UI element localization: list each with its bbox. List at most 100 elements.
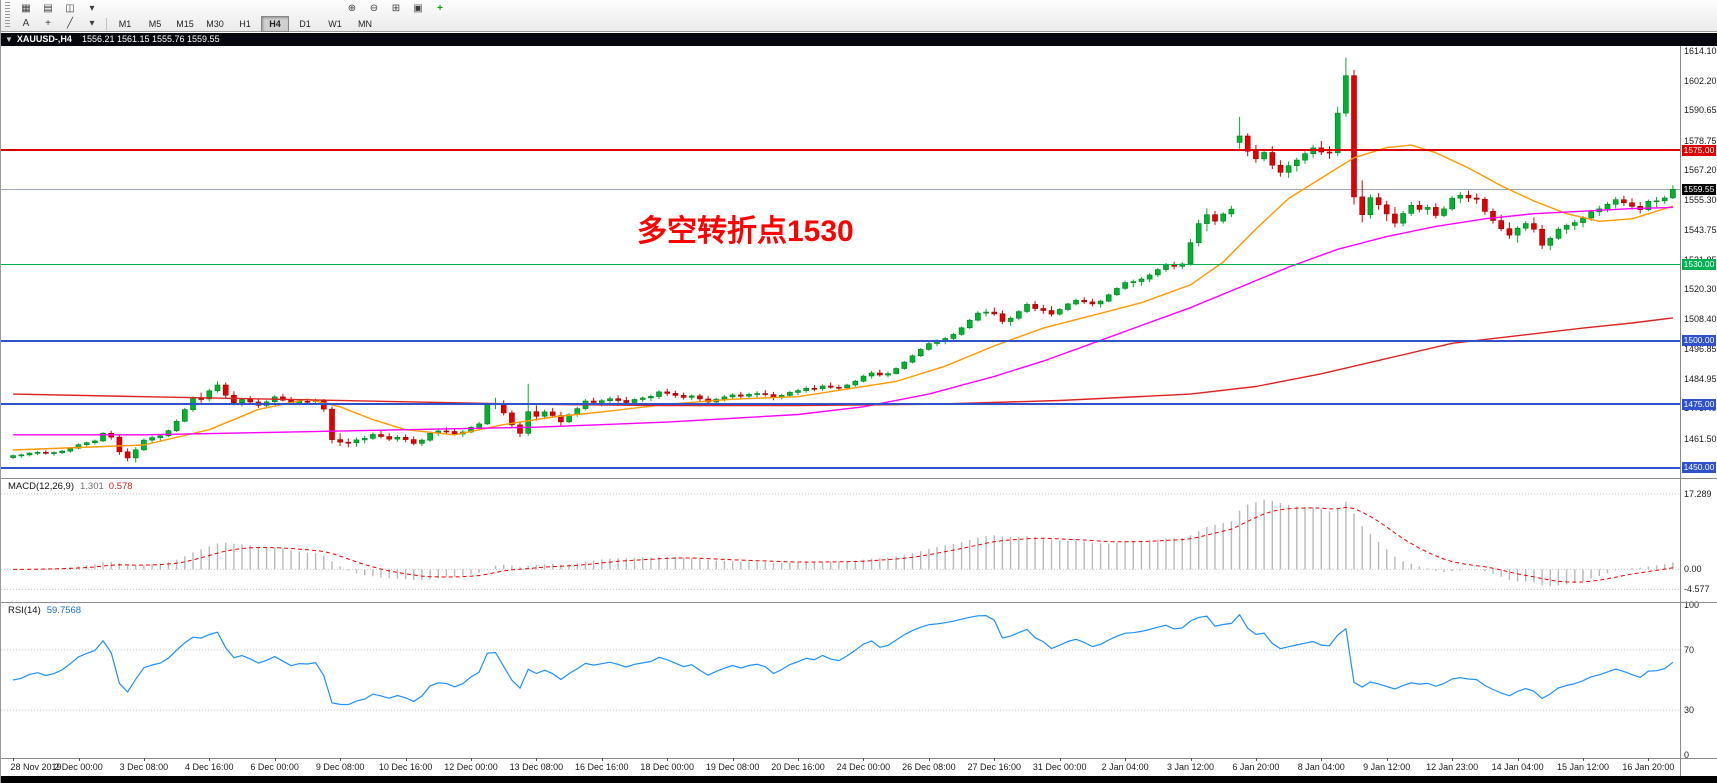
candle bbox=[656, 391, 662, 397]
candle bbox=[280, 396, 286, 401]
candle bbox=[1204, 214, 1210, 224]
level-badge-1575.00: 1575.00 bbox=[1682, 144, 1716, 156]
candle bbox=[51, 452, 57, 454]
rsi-value: 59.7568 bbox=[46, 605, 82, 616]
candle bbox=[149, 437, 155, 441]
time-axis-label: 13 Dec 08:00 bbox=[509, 762, 564, 772]
hline-1500.00[interactable] bbox=[1, 339, 1680, 342]
timeframe-m1-button[interactable]: M1 bbox=[118, 18, 132, 29]
candle bbox=[1514, 227, 1521, 236]
ma-slow-line[interactable] bbox=[13, 317, 1673, 407]
candle bbox=[1032, 304, 1038, 309]
macd-rsi-separator[interactable] bbox=[1, 602, 1717, 603]
timeframe-m15-button[interactable]: M15 bbox=[176, 18, 194, 29]
price-macd-separator[interactable] bbox=[1, 478, 1717, 479]
chart-annotation[interactable]: 多空转折点1530 bbox=[637, 215, 854, 248]
candle bbox=[42, 451, 49, 454]
chart-profiles-icon[interactable]: ▤ bbox=[43, 2, 53, 14]
charts-dropdown-icon[interactable]: ▾ bbox=[89, 2, 95, 14]
candle bbox=[926, 343, 932, 350]
crosshair-button[interactable]: + bbox=[45, 17, 51, 29]
zoom-in-icon[interactable]: ⊕ bbox=[347, 2, 357, 14]
candle bbox=[1097, 300, 1104, 305]
candle bbox=[10, 455, 16, 458]
time-axis-label: 28 Nov 2019 bbox=[10, 762, 62, 772]
candle bbox=[1661, 197, 1668, 202]
candle bbox=[1490, 211, 1496, 221]
candle bbox=[1326, 151, 1333, 154]
price-pane[interactable] bbox=[1, 46, 1680, 478]
candle bbox=[1539, 228, 1545, 246]
timeframe-h4-button[interactable]: H4 bbox=[261, 15, 289, 32]
candle bbox=[1351, 75, 1357, 198]
hline-1530.00[interactable] bbox=[1, 263, 1680, 266]
candle bbox=[239, 399, 245, 404]
candle bbox=[917, 349, 924, 357]
candle bbox=[1465, 194, 1472, 199]
time-axis-tick bbox=[1583, 758, 1584, 761]
time-axis-tick bbox=[1648, 758, 1650, 761]
time-axis-label: 16 Jan 20:00 bbox=[1622, 762, 1675, 772]
candle bbox=[1015, 311, 1022, 319]
candle bbox=[664, 391, 671, 394]
candle bbox=[1473, 197, 1480, 200]
candle bbox=[1457, 194, 1464, 199]
candle bbox=[729, 394, 736, 398]
chart-titlebar[interactable]: ▼ XAUUSD-,H4 1556.21 1561.15 1555.76 1559.… bbox=[1, 33, 1717, 46]
macd-pane[interactable] bbox=[1, 479, 1680, 602]
candle bbox=[1400, 213, 1406, 224]
add-indicator-icon[interactable]: + bbox=[437, 2, 443, 14]
candle bbox=[124, 451, 131, 459]
toolbar-grip[interactable] bbox=[3, 2, 12, 28]
tile-windows-icon[interactable]: ⊞ bbox=[391, 2, 401, 14]
candle bbox=[198, 398, 204, 400]
zoom-out-icon[interactable]: ⊖ bbox=[369, 2, 379, 14]
candle bbox=[1334, 112, 1341, 153]
timeframe-w1-button[interactable]: W1 bbox=[328, 18, 342, 29]
cursor-button[interactable]: A bbox=[22, 17, 30, 29]
candle bbox=[1653, 200, 1660, 203]
candle bbox=[92, 440, 98, 443]
candle bbox=[688, 395, 695, 398]
rsi-pane[interactable] bbox=[1, 603, 1680, 758]
cascade-windows-icon[interactable]: ▣ bbox=[413, 2, 423, 14]
new-chart-icon[interactable]: ▦ bbox=[21, 2, 31, 14]
time-axis-tick bbox=[405, 758, 407, 761]
chart-menu-icon[interactable]: ▼ bbox=[5, 35, 13, 44]
market-watch-icon[interactable]: ◫ bbox=[65, 2, 75, 14]
trendline-button[interactable]: ╱ bbox=[66, 17, 74, 29]
macd-histogram bbox=[20, 499, 1674, 587]
timeframe-m30-button[interactable]: M30 bbox=[206, 18, 224, 29]
candle bbox=[697, 395, 703, 400]
macd-signal-line bbox=[13, 506, 1673, 583]
ma-fast-line[interactable] bbox=[13, 144, 1674, 451]
hline-1475.00[interactable] bbox=[1, 403, 1680, 406]
candle bbox=[648, 396, 654, 399]
candle bbox=[1187, 242, 1194, 265]
candle bbox=[1408, 205, 1415, 214]
current-price-badge: 1559.55 bbox=[1682, 183, 1716, 195]
candle bbox=[1482, 198, 1488, 212]
draw-tools-dropdown-button[interactable]: ▾ bbox=[89, 17, 95, 29]
hline-1575.00[interactable] bbox=[1, 149, 1680, 151]
candle bbox=[206, 390, 213, 400]
time-axis-label: 27 Dec 16:00 bbox=[967, 762, 1022, 772]
timeframe-mn-button[interactable]: MN bbox=[358, 18, 372, 29]
time-axis-label: 4 Dec 16:00 bbox=[185, 762, 234, 772]
time-axis-label: 16 Dec 16:00 bbox=[575, 762, 629, 772]
candle bbox=[337, 439, 344, 443]
candle bbox=[1555, 228, 1562, 239]
candle bbox=[615, 398, 622, 401]
candle bbox=[427, 432, 433, 441]
timeframe-m5-button[interactable]: M5 bbox=[148, 18, 162, 29]
timeframe-h1-button[interactable]: H1 bbox=[239, 18, 251, 29]
ma-medium-line[interactable] bbox=[13, 206, 1673, 436]
price-scale-label: 1578.75 bbox=[1684, 135, 1717, 146]
timeframe-d1-button[interactable]: D1 bbox=[299, 18, 311, 29]
time-axis-label: 6 Dec 00:00 bbox=[250, 762, 299, 772]
hline-1450.00[interactable] bbox=[1, 466, 1680, 469]
candle bbox=[67, 447, 74, 452]
candle bbox=[1114, 288, 1120, 296]
rsi-scale-label: 100 bbox=[1684, 600, 1700, 610]
